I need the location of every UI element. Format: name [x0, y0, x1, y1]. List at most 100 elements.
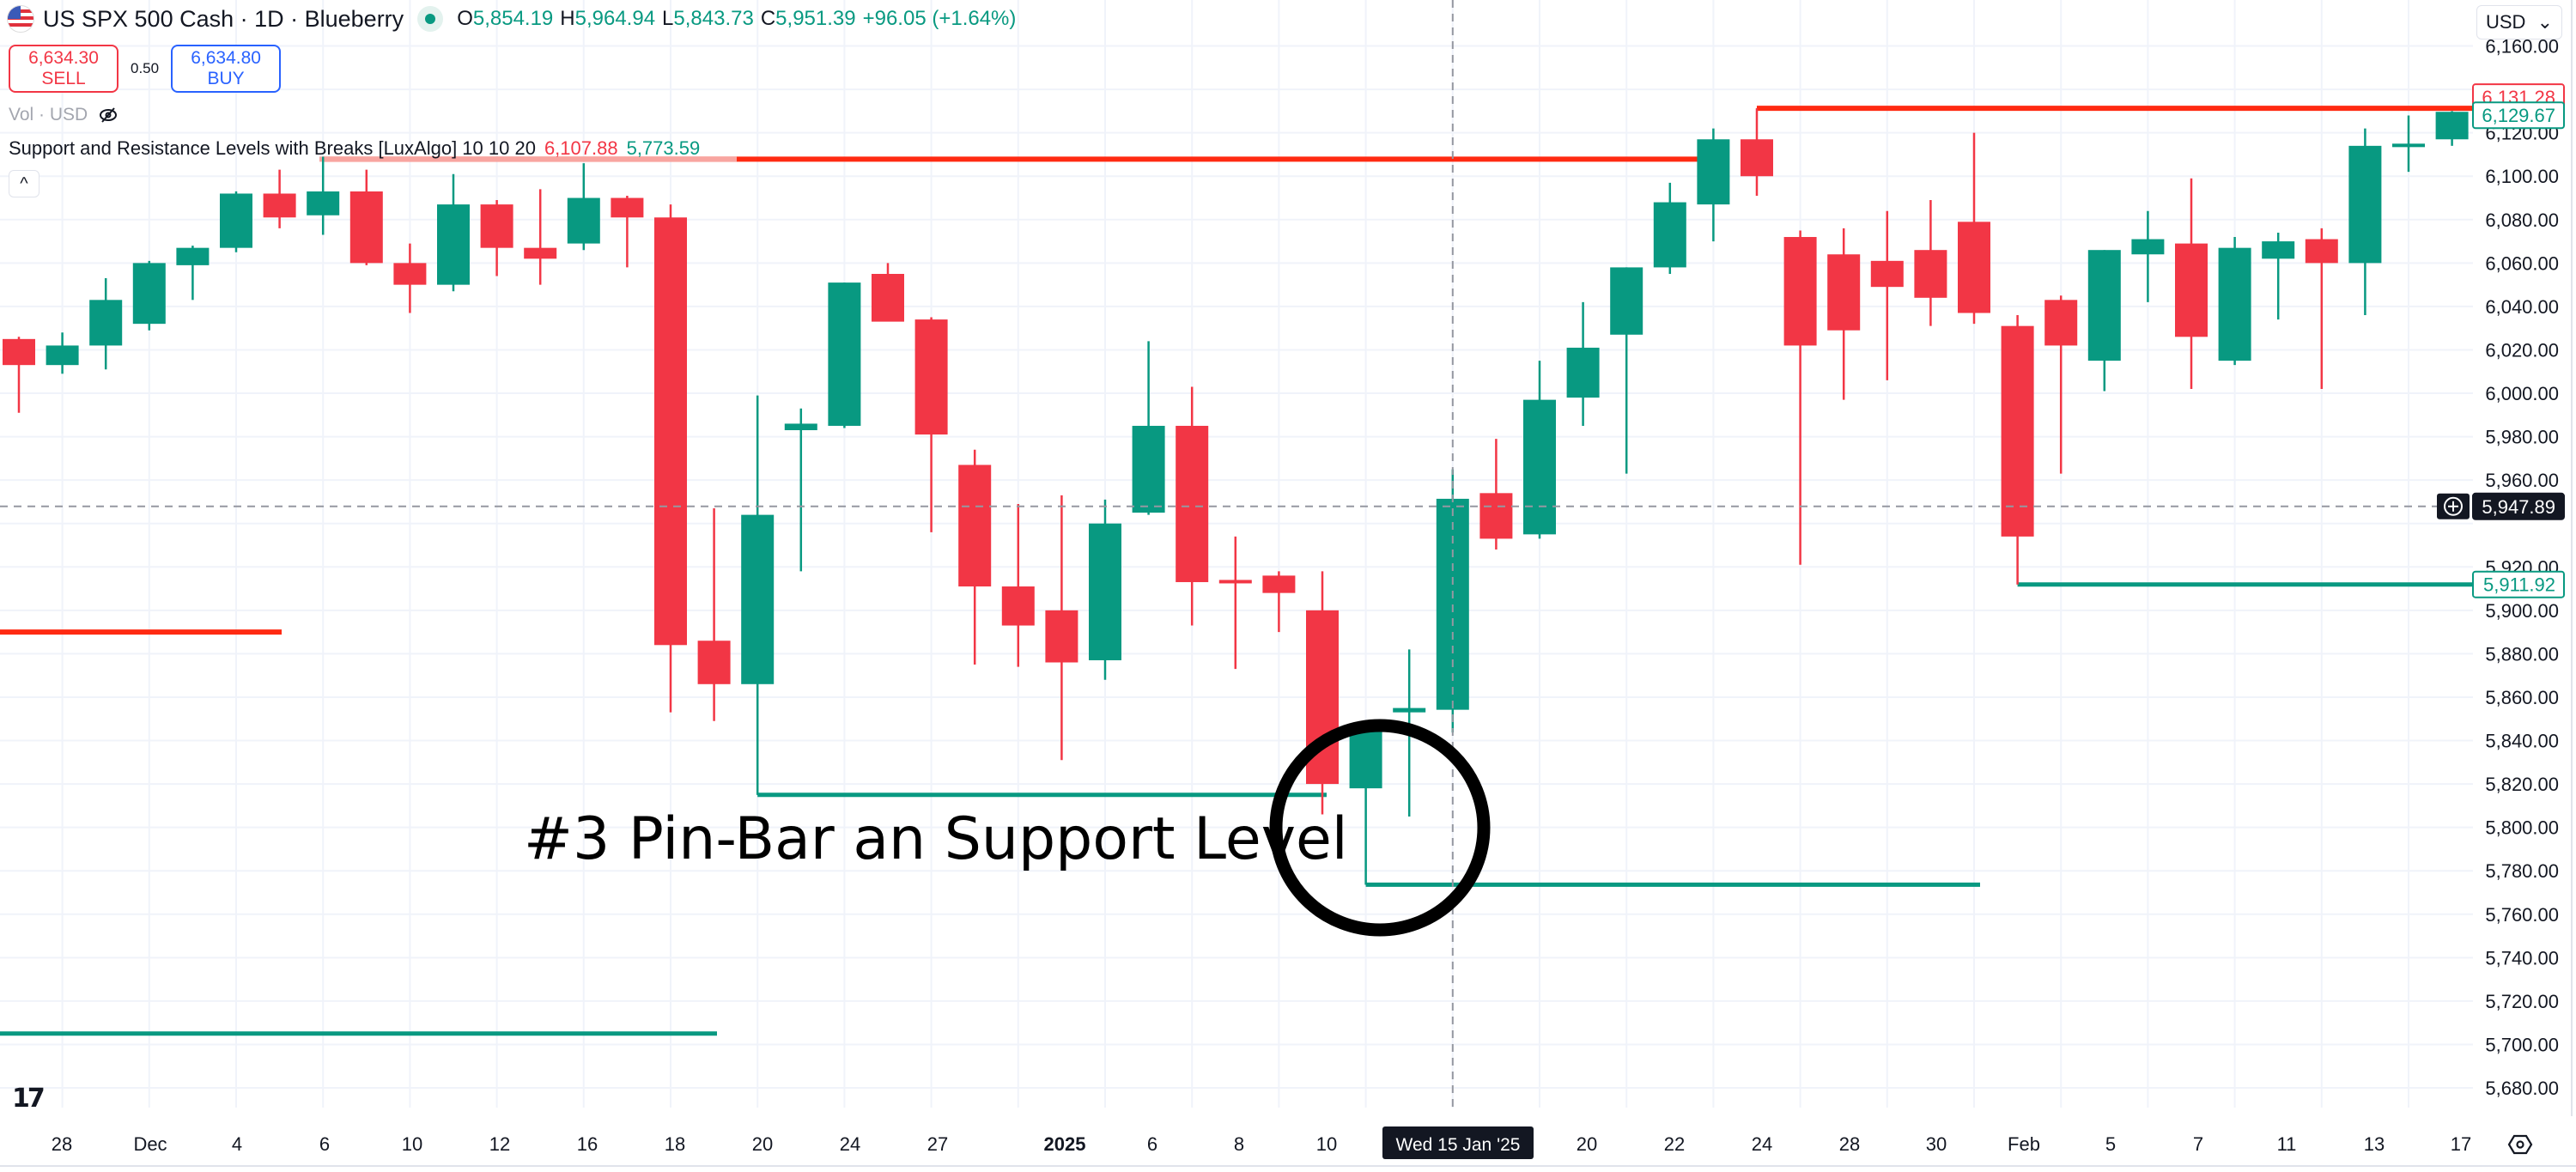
open-value: 5,854.19 [472, 7, 554, 30]
indicator-support-value: 5,773.59 [626, 137, 701, 159]
price-tick: 5,800.00 [2485, 817, 2559, 839]
candle [2305, 228, 2338, 389]
close-value: 5,951.39 [775, 7, 856, 30]
time-tick: 6 [1147, 1133, 1157, 1155]
time-tick: 20 [752, 1133, 773, 1155]
price-label-last: 6,129.67 [2472, 101, 2565, 130]
chart-grid [0, 0, 2497, 1108]
candle [1218, 536, 1252, 670]
symbol-title[interactable]: US SPX 500 Cash · 1D · Blueberry [43, 5, 404, 32]
time-tick: 6 [319, 1133, 330, 1155]
time-tick: 7 [2193, 1133, 2203, 1155]
svg-text:5,947.89: 5,947.89 [2482, 496, 2555, 518]
indicator-resistance-value: 6,107.88 [544, 137, 618, 159]
chevron-down-icon: ⌄ [2537, 11, 2553, 33]
candle [1958, 132, 1990, 325]
candle [1132, 341, 1165, 515]
time-tick: 5 [2105, 1133, 2116, 1155]
price-tick: 5,740.00 [2485, 947, 2559, 969]
symbol-legend: US SPX 500 Cash · 1D · Blueberry O5,854.… [7, 5, 1016, 33]
candle [1523, 361, 1556, 539]
candle [872, 263, 904, 322]
candle [654, 204, 687, 713]
candle [46, 332, 79, 374]
change-value: +96.05 (+1.64%) [862, 7, 1017, 30]
candle [1697, 128, 1730, 242]
collapse-legend-button[interactable]: ^ [9, 170, 39, 197]
candle [524, 189, 557, 285]
time-tick: 20 [1577, 1133, 1597, 1155]
price-tick: 6,040.00 [2485, 296, 2559, 318]
time-axis[interactable]: 28 Dec 4 6 10 12 16 18 20 24 27 2025 6 8 10 20 22 24 28 30 F… [0, 1116, 2576, 1172]
candle [2131, 210, 2165, 302]
candle [1001, 503, 1035, 667]
currency-select[interactable]: USD ⌄ [2476, 5, 2562, 39]
time-tick: 28 [52, 1133, 72, 1155]
indicator-legend[interactable]: Support and Resistance Levels with Break… [9, 137, 700, 160]
candle [263, 169, 296, 228]
annotation-text: #3 Pin-Bar an Support Level [524, 805, 1348, 873]
candle [1262, 571, 1296, 633]
volume-indicator[interactable]: Vol · USD [9, 105, 118, 125]
candle [1610, 267, 1643, 474]
price-tick: 6,020.00 [2485, 339, 2559, 361]
candle [1914, 200, 1947, 326]
price-tick: 6,100.00 [2485, 166, 2559, 187]
crosshair [0, 0, 2473, 1112]
candle [437, 173, 470, 292]
candle [1783, 230, 1817, 565]
candle [1349, 727, 1382, 885]
svg-text:5,911.92: 5,911.92 [2483, 574, 2555, 596]
time-tick: 22 [1664, 1133, 1685, 1155]
price-tick: 5,720.00 [2485, 991, 2559, 1012]
candle [828, 282, 861, 428]
crosshair-date-label [1382, 1126, 1534, 1159]
price-tick: 5,840.00 [2485, 731, 2559, 752]
price-tick: 5,880.00 [2485, 643, 2559, 665]
candle [1045, 495, 1078, 761]
buy-button[interactable]: 6,634.80 BUY [171, 45, 282, 93]
hidden-eye-icon[interactable] [98, 105, 118, 125]
highlight-circle [1269, 719, 1491, 937]
candle [1176, 386, 1209, 626]
time-tick: 30 [1926, 1133, 1947, 1155]
price-tick: 5,820.00 [2485, 774, 2559, 795]
candle [611, 195, 644, 268]
candle [2175, 178, 2208, 389]
price-tick: 6,080.00 [2485, 210, 2559, 231]
candle [176, 246, 210, 301]
market-status-icon[interactable] [417, 6, 444, 32]
time-tick: Dec [133, 1133, 167, 1155]
tradingview-logo-icon[interactable]: 17 [12, 1084, 46, 1114]
candle [1827, 228, 1861, 400]
candle [914, 317, 948, 532]
candle [2392, 115, 2425, 173]
candle [2087, 250, 2121, 392]
candle [697, 508, 731, 721]
candle [2262, 232, 2295, 320]
time-tick: 24 [1752, 1133, 1772, 1155]
ohlc-values: O5,854.19 H5,964.94 L5,843.73 C5,951.39 … [457, 7, 1017, 30]
add-alert-icon[interactable] [2444, 496, 2463, 516]
price-tick: 6,060.00 [2485, 252, 2559, 274]
price-label-support: 5,911.92 [2472, 570, 2565, 598]
time-tick: 24 [840, 1133, 860, 1155]
sell-button[interactable]: 6,634.30 SELL [9, 45, 118, 93]
candles [3, 108, 2469, 885]
candle [2348, 128, 2382, 316]
price-tick: 5,700.00 [2485, 1034, 2559, 1055]
time-tick: 27 [927, 1133, 948, 1155]
time-tick: 11 [2277, 1133, 2297, 1155]
candle [2435, 111, 2469, 146]
price-tick: 6,000.00 [2485, 383, 2559, 404]
candle [1566, 301, 1600, 426]
candle [1870, 210, 1904, 380]
candle [89, 278, 123, 370]
settings-icon[interactable] [2507, 1132, 2533, 1157]
spread-value: 0.50 [131, 60, 160, 76]
time-tick: 2025 [1044, 1133, 1086, 1155]
candle [3, 337, 35, 413]
candle [958, 449, 992, 665]
candle [2218, 237, 2251, 366]
